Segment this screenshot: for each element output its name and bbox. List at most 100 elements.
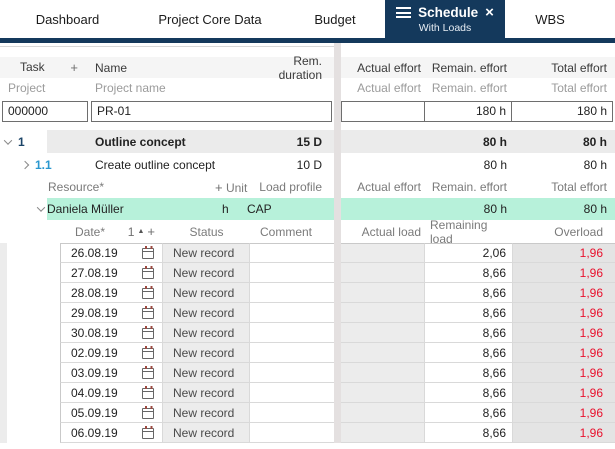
col-header-resource[interactable]: Resource* (48, 180, 105, 194)
sort-asc-icon[interactable]: ▲ (137, 228, 145, 235)
subheader-project-name: Project name (95, 81, 166, 95)
add-resource-button[interactable]: + (215, 179, 223, 195)
col-header-load-profile[interactable]: Load profile (259, 180, 322, 194)
task-row-1[interactable]: 1 Outline concept 15 D 80 h 80 h (0, 130, 615, 153)
comment-cell[interactable] (250, 283, 334, 303)
col-header-actual-effort[interactable]: Actual effort (357, 60, 421, 75)
comment-cell[interactable] (250, 303, 334, 323)
left-margin-strip (0, 243, 7, 443)
comment-cell[interactable] (250, 423, 334, 443)
col-header-name[interactable]: Name (95, 60, 128, 75)
project-total-effort-field[interactable]: 180 h (511, 100, 613, 122)
tab-wbs[interactable]: WBS (535, 11, 565, 27)
col-header-task[interactable]: Task (20, 60, 45, 74)
calendar-icon[interactable] (142, 246, 154, 259)
status-cell: New record (163, 243, 250, 263)
col-header-comment[interactable]: Comment (260, 224, 313, 239)
collapse-chevron-icon[interactable] (3, 135, 13, 145)
col-header-overload[interactable]: Overload (554, 224, 603, 239)
load-table-header-row: Date* 1 ▲ + Status Comment Actual load Re… (0, 217, 615, 246)
calendar-icon[interactable] (142, 265, 154, 279)
task-grid-header-row: Task + Name Rem. duration Actual effort … (0, 54, 615, 82)
remaining-load-cell[interactable]: 8,66 (425, 263, 513, 283)
remaining-load-cell[interactable]: 8,66 (425, 383, 513, 403)
project-remain-effort-field[interactable]: 180 h (424, 100, 512, 122)
calendar-icon[interactable] (142, 305, 154, 319)
overload-cell: 1,96 (513, 363, 615, 383)
add-load-row-button[interactable]: + (147, 224, 155, 239)
date-cell[interactable]: 26.08.19 (60, 243, 163, 263)
load-table-row: 30.08.19 New record 8,66 1,96 (0, 323, 615, 343)
overload-cell: 1,96 (513, 243, 615, 263)
date-cell[interactable]: 30.08.19 (60, 323, 163, 343)
date-cell[interactable]: 06.09.19 (60, 423, 163, 443)
date-value: 05.09.19 (71, 405, 118, 420)
hamburger-menu-icon[interactable] (396, 5, 412, 21)
add-task-button[interactable]: + (70, 60, 78, 75)
tab-project-core-data[interactable]: Project Core Data (158, 11, 262, 27)
remaining-load-cell[interactable]: 8,66 (425, 283, 513, 303)
comment-cell[interactable] (250, 343, 334, 363)
task-total-effort: 80 h (583, 157, 607, 172)
status-cell: New record (163, 403, 250, 423)
comment-cell[interactable] (250, 323, 334, 343)
date-cell[interactable]: 28.08.19 (60, 283, 163, 303)
col-header-date[interactable]: Date* (75, 224, 106, 239)
calendar-icon[interactable] (142, 385, 154, 399)
sort-order-number[interactable]: 1 (127, 224, 135, 239)
actual-load-cell (341, 403, 425, 423)
calendar-icon[interactable] (142, 345, 154, 359)
resource-unit: h (222, 202, 229, 216)
project-subheader-row: Project Project name Actual effort Remai… (0, 78, 615, 98)
col-header-rem-duration[interactable]: Rem. duration (278, 53, 322, 82)
calendar-icon[interactable] (142, 405, 154, 419)
status-cell: New record (163, 343, 250, 363)
remaining-load-cell[interactable]: 8,66 (425, 323, 513, 343)
calendar-icon[interactable] (142, 325, 154, 339)
tab-budget[interactable]: Budget (314, 11, 356, 27)
tab-schedule[interactable]: Schedule × With Loads (385, 0, 505, 38)
tab-dashboard[interactable]: Dashboard (35, 11, 100, 27)
resource-name: Daniela Müller (47, 202, 124, 216)
comment-cell[interactable] (250, 263, 334, 283)
remaining-load-cell[interactable]: 8,66 (425, 403, 513, 423)
comment-cell[interactable] (250, 363, 334, 383)
col-header-remain-effort[interactable]: Remain. effort (431, 60, 507, 75)
remaining-load-cell[interactable]: 8,66 (425, 303, 513, 323)
resource-row-selected[interactable]: Daniela Müller h CAP 80 h 80 h (0, 198, 615, 220)
col-header-total-effort[interactable]: Total effort (551, 60, 607, 75)
date-cell[interactable]: 04.09.19 (60, 383, 163, 403)
comment-cell[interactable] (250, 383, 334, 403)
remaining-load-cell[interactable]: 8,66 (425, 343, 513, 363)
expand-chevron-icon[interactable] (20, 160, 30, 169)
col-header-actual-load[interactable]: Actual load (361, 224, 421, 239)
date-value: 27.08.19 (71, 265, 118, 280)
project-actual-effort-field[interactable] (341, 100, 425, 122)
calendar-icon[interactable] (142, 425, 154, 439)
remaining-load-cell[interactable]: 2,06 (425, 243, 513, 263)
calendar-icon[interactable] (142, 285, 154, 299)
remaining-load-cell[interactable]: 8,66 (425, 423, 513, 443)
date-cell[interactable]: 29.08.19 (60, 303, 163, 323)
comment-cell[interactable] (250, 243, 334, 263)
project-id-field[interactable]: 000000 (2, 100, 88, 122)
task-name: Outline concept (95, 134, 186, 149)
load-table-row: 05.09.19 New record 8,66 1,96 (0, 403, 615, 423)
status-cell: New record (163, 283, 250, 303)
calendar-icon[interactable] (142, 365, 154, 379)
date-cell[interactable]: 27.08.19 (60, 263, 163, 283)
date-cell[interactable]: 02.09.19 (60, 343, 163, 363)
col-header-unit[interactable]: Unit (225, 180, 248, 195)
col-header-total-effort: Total effort (551, 180, 607, 194)
project-name-field[interactable]: PR-01 (91, 100, 332, 122)
col-header-status[interactable]: Status (189, 224, 224, 239)
col-header-remaining-load[interactable]: Remaining load (430, 217, 488, 246)
task-row-1-1[interactable]: 1.1 Create outline concept 10 D 80 h 80 … (0, 153, 615, 176)
comment-cell[interactable] (250, 403, 334, 423)
date-cell[interactable]: 03.09.19 (60, 363, 163, 383)
overload-cell: 1,96 (513, 343, 615, 363)
close-tab-icon[interactable]: × (485, 4, 494, 21)
date-cell[interactable]: 05.09.19 (60, 403, 163, 423)
actual-load-cell (341, 383, 425, 403)
remaining-load-cell[interactable]: 8,66 (425, 363, 513, 383)
